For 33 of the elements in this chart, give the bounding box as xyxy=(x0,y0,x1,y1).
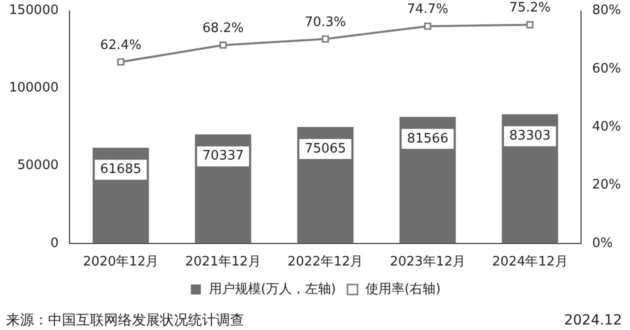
x-tick-label: 2020年12月 xyxy=(82,254,159,270)
text: 2024.12 xyxy=(564,312,622,329)
y2-tick-label: 60% xyxy=(592,61,622,76)
y2-tick-label: 80% xyxy=(592,3,622,18)
data-label: 75065 xyxy=(304,141,346,156)
y2-tick-label: 20% xyxy=(592,178,622,193)
y-tick-label: 50000 xyxy=(17,158,59,174)
point xyxy=(219,42,227,49)
y2-tick-label: 0% xyxy=(592,236,613,251)
point xyxy=(322,35,329,43)
x-tick-label: 2022年12月 xyxy=(288,254,364,270)
y2-tick-label: 40% xyxy=(592,119,622,134)
data-label: 81566 xyxy=(406,131,448,146)
legend-label: 使用率(右轴) xyxy=(366,280,441,297)
data-label: 74.7% xyxy=(407,2,448,18)
data-label: 61685 xyxy=(100,162,142,178)
x-tick-label: 2023年12月 xyxy=(390,254,466,270)
y-tick-label: 100000 xyxy=(8,80,59,96)
data-label: 62.4% xyxy=(100,38,142,53)
data-label: 70.3% xyxy=(304,14,346,30)
point xyxy=(526,21,534,28)
data-label: 68.2% xyxy=(202,20,244,36)
source-note: 来源：中国互联网络发展状况统计调查 xyxy=(6,312,244,329)
point xyxy=(424,22,432,30)
data-label: 70337 xyxy=(202,148,244,164)
legend-label: 用户规模(万人，左轴) xyxy=(208,282,336,297)
y-tick-label: 150000 xyxy=(8,3,59,18)
y-tick-label: 0 xyxy=(50,236,59,251)
x-tick-label: 2024年12月 xyxy=(492,254,568,270)
data-label: 75.2% xyxy=(509,0,551,16)
x-tick-label: 2021年12月 xyxy=(185,254,261,270)
data-label: 83303 xyxy=(509,128,551,144)
point xyxy=(117,58,124,66)
